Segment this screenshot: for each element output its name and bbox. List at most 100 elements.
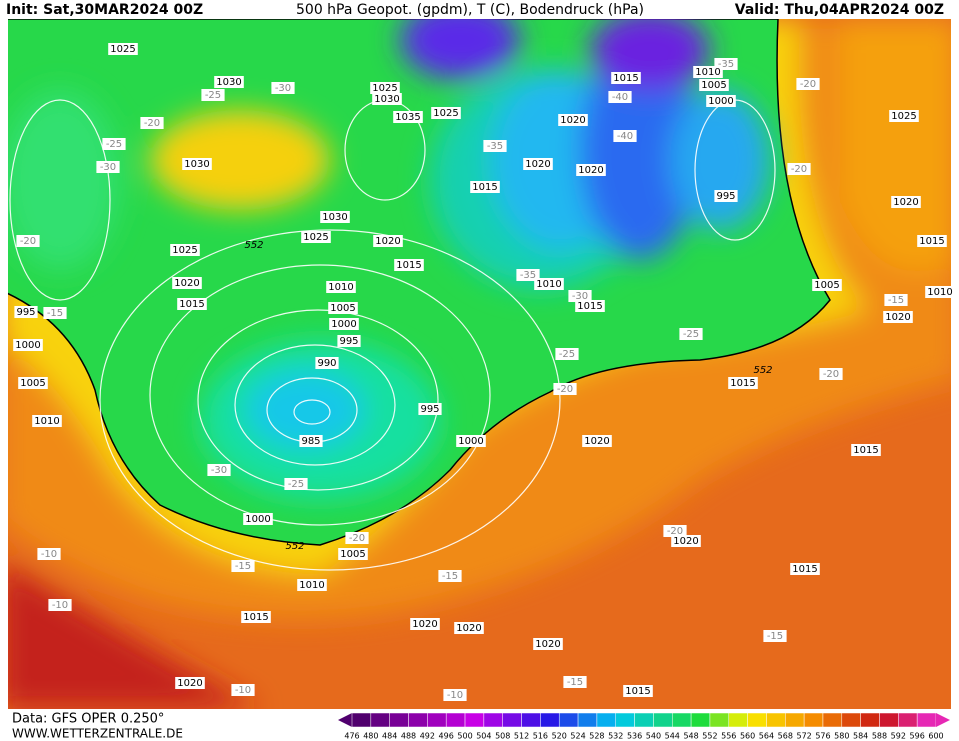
temperature-label-box <box>96 161 120 173</box>
pressure-label: 1025 <box>433 108 458 119</box>
colorbar-label: 560 <box>740 732 755 741</box>
colorbar-cell <box>596 712 616 728</box>
colorbar-cell <box>672 712 692 728</box>
colorbar-cell <box>464 712 485 728</box>
pressure-label: 1000 <box>15 340 40 351</box>
map-title: 500 hPa Geopot. (gpdm), T (C), Bodendruc… <box>296 2 644 18</box>
pressure-label-box <box>812 279 842 291</box>
pressure-label-box <box>623 685 653 697</box>
pressure-label-box <box>170 244 200 256</box>
colorbar-label: 596 <box>910 732 925 741</box>
pressure-label-box <box>456 435 486 447</box>
pressure-label-box <box>370 82 400 94</box>
temperature-label: -10 <box>41 549 57 560</box>
temperature-label: -25 <box>559 349 575 360</box>
pressure-label: 1020 <box>177 678 202 689</box>
pressure-label-box <box>533 638 563 650</box>
temperature-label: -10 <box>447 690 463 701</box>
colorbar-cell <box>577 712 598 728</box>
temperature-label: -20 <box>791 164 807 175</box>
pressure-label-box <box>917 235 947 247</box>
pressure-label-box <box>575 300 605 312</box>
temperature-label: -20 <box>800 79 816 90</box>
colorbar-cell <box>370 712 390 728</box>
pressure-label: 1030 <box>322 212 347 223</box>
pressure-label: 1020 <box>584 436 609 447</box>
temperature-label-box <box>48 599 72 611</box>
pressure-label-box <box>889 110 919 122</box>
pressure-label-box <box>714 190 738 202</box>
colorbar-label: 516 <box>533 732 548 741</box>
pressure-label: 1025 <box>303 232 328 243</box>
temperature-label: -35 <box>487 141 503 152</box>
pressure-label: 1005 <box>814 280 839 291</box>
pressure-label: 1015 <box>792 564 817 575</box>
temperature-label: -20 <box>667 526 683 537</box>
colorbar-label: 476 <box>344 732 359 741</box>
temperature-label-box <box>819 368 843 380</box>
temperature-label-box <box>796 78 820 90</box>
isobars <box>9 99 776 571</box>
pressure-label: 1025 <box>372 83 397 94</box>
pressure-label: 1010 <box>536 279 561 290</box>
colorbar-label: 520 <box>552 732 567 741</box>
pressure-label: 1000 <box>245 514 270 525</box>
pressure-label-box <box>393 111 423 123</box>
pressure-label-box <box>301 231 331 243</box>
colorbar-label: 492 <box>420 732 435 741</box>
colorbar-cell <box>634 712 654 728</box>
pressure-label-box <box>454 622 484 634</box>
colorbar-cell <box>709 712 730 728</box>
pressure-label: 1015 <box>730 378 755 389</box>
temperature-label-box <box>231 560 255 572</box>
pressure-label-box <box>182 158 212 170</box>
pressure-label-box <box>175 677 205 689</box>
colorbar-cell <box>540 712 560 728</box>
pressure-label: 1020 <box>456 623 481 634</box>
pressure-label: 1010 <box>695 67 720 78</box>
temperature-label-box <box>884 294 908 306</box>
pressure-label: 1005 <box>330 303 355 314</box>
temperature-label-box <box>763 630 787 642</box>
map-area <box>8 19 951 709</box>
colorbar-cell <box>558 712 579 728</box>
temperature-label-box <box>443 689 467 701</box>
pressure-label: 1015 <box>243 612 268 623</box>
temperature-label: -15 <box>235 561 251 572</box>
init-time: Init: Sat,30MAR2024 00Z <box>6 2 203 18</box>
pressure-label: 1010 <box>328 282 353 293</box>
colorbar-cell <box>860 712 880 728</box>
pressure-label-box <box>337 335 361 347</box>
pressure-label: 1000 <box>708 96 733 107</box>
colorbar-label: 512 <box>514 732 529 741</box>
colorbar-label: 524 <box>570 732 585 741</box>
pressure-label: 1005 <box>701 80 726 91</box>
pressure-label-box <box>328 302 358 314</box>
temperature-label-box <box>613 130 637 142</box>
pressure-label: 1025 <box>172 245 197 256</box>
pressure-label-box <box>410 618 440 630</box>
colorbar-label: 580 <box>834 732 849 741</box>
pressure-label-box <box>699 79 729 91</box>
pressure-label: 1015 <box>472 182 497 193</box>
colorbar-cell <box>747 712 767 728</box>
colorbar-cell <box>445 712 466 728</box>
pressure-label: 1000 <box>331 319 356 330</box>
temperature-label-box <box>563 676 587 688</box>
pressure-label: 1030 <box>184 159 209 170</box>
temperature-label: -15 <box>47 308 63 319</box>
colorbar-label: 564 <box>759 732 774 741</box>
temperature-label-box <box>37 548 61 560</box>
temperature-label-box <box>102 138 126 150</box>
website: WWW.WETTERZENTRALE.DE <box>12 727 183 741</box>
colorbar-cell <box>766 712 786 728</box>
temperature-label: -25 <box>205 90 221 101</box>
pressure-label: 1000 <box>458 436 483 447</box>
pressure-label: 1010 <box>927 287 952 298</box>
temperature-label: -20 <box>144 118 160 129</box>
temperature-label-box <box>140 117 164 129</box>
pressure-label: 1005 <box>340 549 365 560</box>
temperature-label: -20 <box>349 533 365 544</box>
pressure-label: 1025 <box>110 44 135 55</box>
pressure-label: 1020 <box>673 536 698 547</box>
